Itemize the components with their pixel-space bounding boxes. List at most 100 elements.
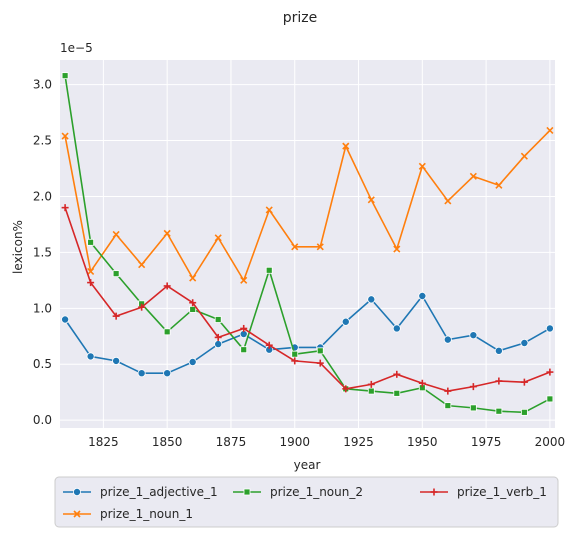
data-point-stroke	[495, 181, 503, 189]
data-point	[265, 206, 273, 214]
data-point-stroke	[418, 162, 426, 170]
series-line	[64, 295, 551, 374]
data-point	[240, 324, 248, 332]
plot-area	[60, 60, 555, 428]
data-point	[444, 197, 452, 205]
data-point	[291, 350, 299, 358]
data-point	[112, 312, 120, 320]
data-point	[393, 370, 401, 378]
data-point	[495, 181, 503, 189]
y-axis-label: lexicon%	[11, 220, 25, 274]
data-point	[138, 261, 146, 269]
data-point	[87, 267, 95, 275]
data-point	[393, 245, 401, 253]
data-point	[137, 369, 146, 378]
data-point	[61, 72, 69, 80]
data-point-stroke	[265, 206, 273, 214]
data-point	[418, 292, 427, 301]
legend-label: prize_1_verb_1	[457, 485, 547, 499]
data-point-stroke	[87, 267, 95, 275]
data-point	[86, 352, 95, 361]
data-point	[367, 295, 376, 304]
data-point-stroke	[393, 245, 401, 253]
legend-frame	[54, 476, 559, 528]
series-prize_1_adjective_1	[61, 292, 554, 378]
chart-title: prize	[283, 10, 318, 26]
data-point	[341, 317, 350, 326]
x-tick-label: 1825	[88, 435, 119, 449]
data-point	[214, 316, 222, 323]
data-point	[163, 369, 172, 378]
data-point	[418, 162, 426, 170]
data-point-stroke	[240, 276, 248, 284]
data-point-stroke	[291, 243, 299, 251]
data-point-stroke	[138, 261, 146, 269]
x-tick-label: 1925	[343, 435, 374, 449]
x-tick-label: 1950	[407, 435, 438, 449]
data-point	[469, 172, 477, 180]
data-point	[494, 346, 503, 355]
data-point	[495, 377, 503, 385]
data-point-stroke	[469, 172, 477, 180]
data-point	[163, 229, 171, 237]
data-point	[61, 132, 69, 140]
data-point	[469, 383, 477, 391]
data-point-stroke	[214, 234, 222, 242]
data-point-stroke	[444, 197, 452, 205]
y-tick-label: 0.5	[33, 357, 52, 371]
data-point	[546, 126, 554, 135]
legend-swatch-marker	[430, 488, 438, 496]
legend-swatch-marker	[73, 487, 82, 496]
data-point	[367, 387, 375, 395]
data-point	[61, 315, 70, 324]
legend-item: prize_1_adjective_1	[63, 485, 218, 499]
data-point-stroke	[112, 230, 120, 239]
series-line	[64, 207, 551, 392]
data-point	[163, 328, 171, 336]
data-point	[188, 358, 197, 367]
data-point-stroke	[342, 142, 350, 150]
data-point-stroke	[520, 152, 528, 160]
legend-item: prize_1_noun_2	[233, 485, 363, 499]
data-point	[520, 338, 529, 347]
data-point	[189, 306, 197, 313]
data-point-stroke	[316, 243, 324, 251]
y-tick-label: 2.5	[33, 134, 52, 148]
data-point	[87, 279, 95, 287]
grid-lines	[60, 60, 555, 428]
legend-item: prize_1_verb_1	[420, 485, 547, 499]
legend-item: prize_1_noun_1	[63, 507, 193, 521]
data-point	[316, 243, 324, 251]
data-point	[444, 387, 452, 395]
data-point	[112, 270, 120, 278]
data-point	[469, 404, 477, 412]
y-tick-label: 1.5	[33, 245, 52, 259]
data-point	[392, 324, 401, 333]
data-point	[342, 385, 350, 393]
data-point	[520, 152, 528, 160]
y-tick-label: 1.0	[33, 301, 52, 315]
legend-label: prize_1_adjective_1	[100, 485, 218, 499]
y-tick-label: 0.0	[33, 413, 52, 427]
legend-label: prize_1_noun_2	[270, 485, 363, 499]
data-point	[112, 356, 121, 365]
data-point	[520, 408, 528, 416]
data-point	[546, 368, 554, 376]
data-point	[214, 340, 223, 349]
series-line	[64, 129, 551, 282]
series-prize_1_noun_1	[61, 126, 554, 284]
data-point	[367, 380, 375, 388]
data-point	[214, 234, 222, 242]
data-point	[61, 204, 69, 212]
legend-label: prize_1_noun_1	[100, 507, 193, 521]
data-point	[393, 389, 401, 397]
x-tick-label: 2000	[535, 435, 566, 449]
data-point	[316, 347, 324, 355]
data-point	[367, 196, 375, 204]
data-point	[520, 378, 528, 386]
legend-swatch-marker	[73, 510, 81, 518]
x-tick-label: 1850	[152, 435, 183, 449]
data-point	[316, 359, 324, 367]
data-point	[138, 303, 146, 311]
